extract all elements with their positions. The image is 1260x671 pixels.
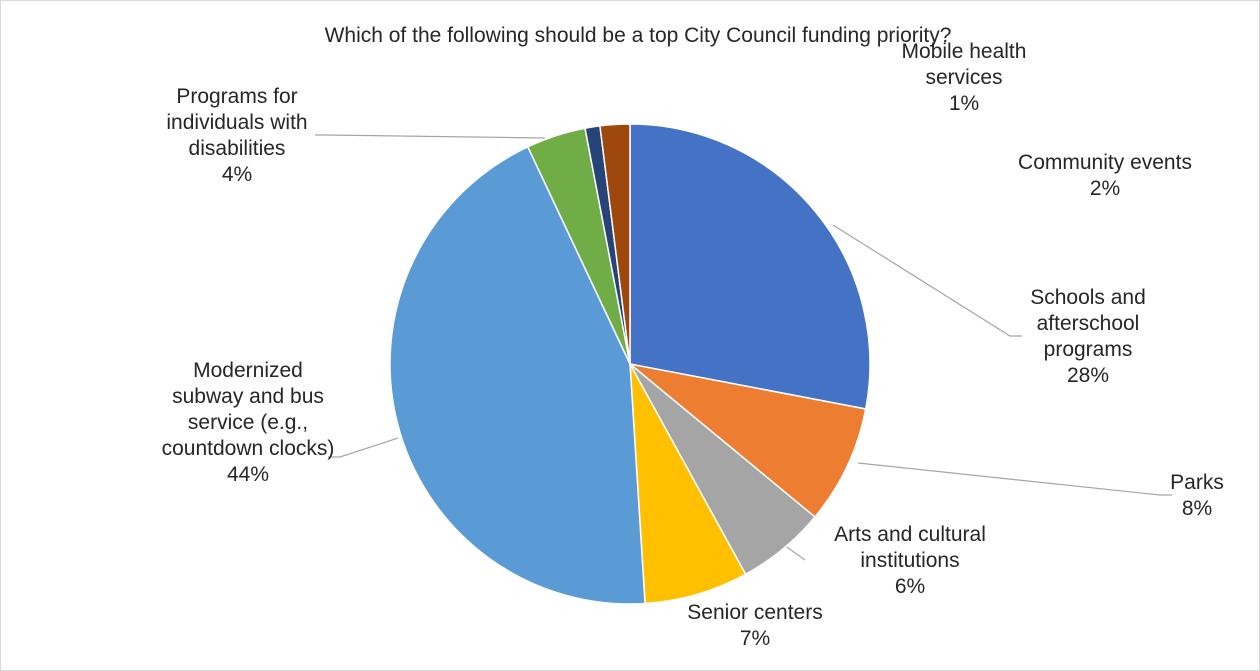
slice-schools-and-afterschool-programs (629, 123, 871, 410)
leader-line-modernized-subway-and-bus-service-e-g-countdown-clocks (328, 437, 399, 458)
slice-senior-centers (629, 363, 747, 605)
leader-line-parks (857, 462, 1172, 496)
leader-line-schools-and-afterschool-programs (832, 224, 1022, 337)
data-label-modernized-subway-and-bus-service-e-g-countdown-clocks: Modernized subway and bus service (e.g., co… (162, 359, 335, 486)
data-label-arts-and-cultural-institutions: Arts and cultural institutions 6% (834, 523, 986, 598)
slice-community-events (599, 123, 631, 365)
chart-title: Which of the following should be a top C… (325, 24, 952, 47)
leader-lines (315, 134, 1172, 561)
data-label-senior-centers: Senior centers 7% (687, 601, 822, 650)
leader-line-programs-for-individuals-with-disabilities (315, 134, 546, 139)
data-label-mobile-health-services: Mobile health services 1% (902, 40, 1027, 115)
data-label-parks: Parks 8% (1170, 471, 1224, 520)
data-label-schools-and-afterschool-programs: Schools and afterschool programs 28% (1030, 286, 1146, 387)
slice-parks (629, 363, 867, 519)
data-label-community-events: Community events 2% (1018, 151, 1192, 200)
leader-line-arts-and-cultural-institutions (783, 544, 806, 561)
data-label-programs-for-individuals-with-disabilities: Programs for individuals with disabilities… (166, 85, 307, 186)
data-labels: Schools and afterschool programs 28% Parks 8%… (162, 40, 1224, 650)
pie-slices (389, 123, 871, 605)
